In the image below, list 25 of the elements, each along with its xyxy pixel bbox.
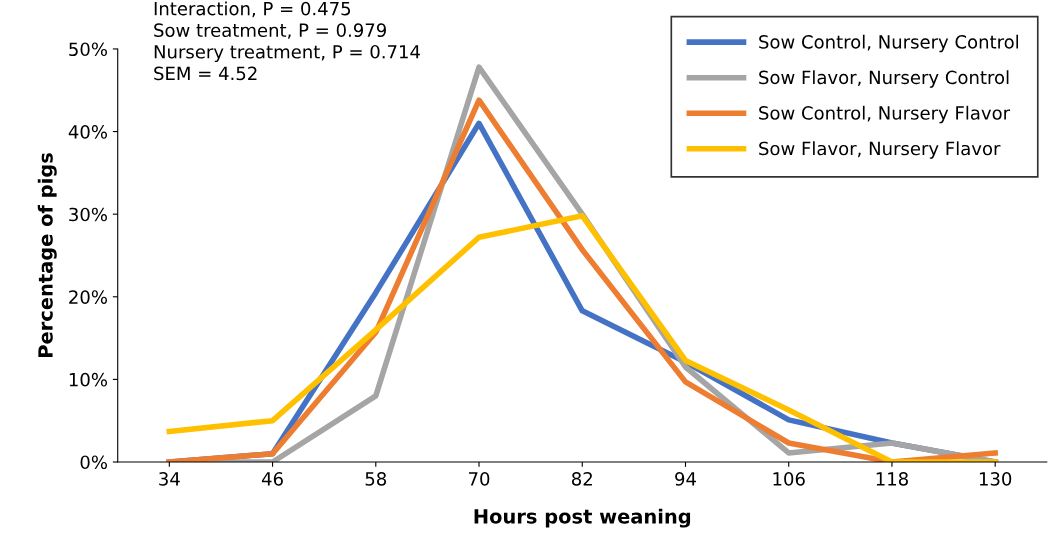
y-tick-label: 30% — [69, 207, 107, 222]
annotation: Nursery treatment, P = 0.714 — [154, 44, 420, 63]
legend-label: Sow Control, Nursery Control — [759, 34, 1019, 53]
x-tick-label: 106 — [773, 472, 805, 486]
y-tick-label: 20% — [69, 290, 107, 304]
x-tick-label: 70 — [469, 472, 490, 486]
x-tick-label: 46 — [261, 472, 283, 486]
y-tick-label: 40% — [68, 125, 107, 139]
y-axis-title: Percentage of pigs — [37, 153, 57, 357]
x-tick-label: 130 — [979, 472, 1012, 486]
annotation: SEM = 4.52 — [154, 66, 257, 81]
x-tick-label: 118 — [876, 472, 908, 486]
x-tick-label: 34 — [159, 472, 180, 486]
legend-label: Sow Flavor, Nursery Flavor — [759, 141, 1001, 159]
x-axis-title: Hours post weaning — [474, 508, 691, 528]
legend-label: Sow Control, Nursery Flavor — [759, 105, 1011, 124]
legend-label: Sow Flavor, Nursery Control — [759, 70, 1009, 88]
y-tick-label: 0% — [80, 455, 107, 470]
y-tick-label: 50% — [69, 42, 107, 57]
text: Sow treatment, P = 0.979 — [154, 23, 386, 39]
x-tick-label: 82 — [571, 472, 592, 486]
text: Interaction, P = 0.475 — [154, 1, 351, 18]
y-tick-label: 10% — [69, 372, 107, 387]
x-tick-label: 94 — [675, 472, 696, 486]
x-tick-label: 58 — [365, 472, 387, 486]
